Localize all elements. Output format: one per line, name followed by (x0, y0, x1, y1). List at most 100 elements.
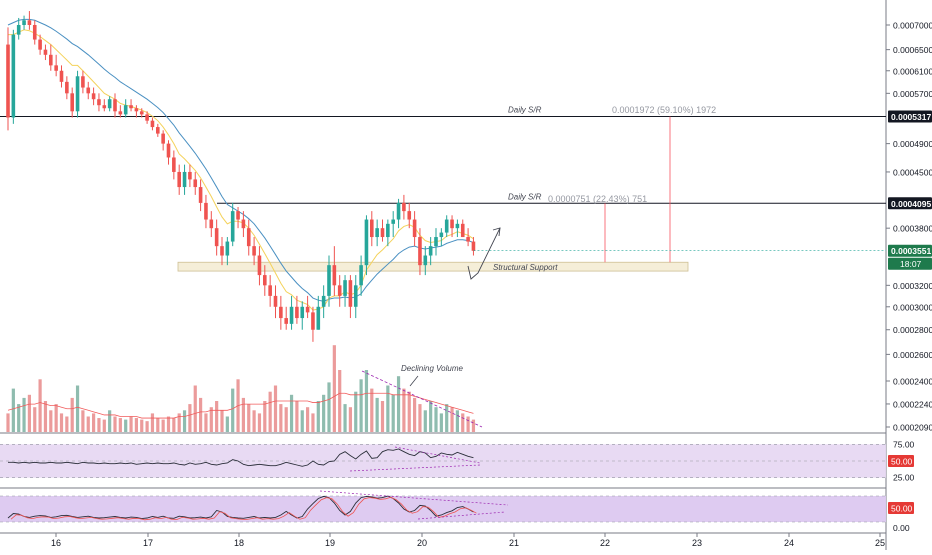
candle-body (91, 93, 96, 100)
candle-body (198, 187, 203, 203)
candle-body (161, 133, 165, 144)
candle-body (370, 219, 374, 238)
volume-bar (49, 410, 53, 432)
projection-path (467, 227, 501, 280)
volume-bar (289, 394, 294, 432)
stoch-d-line (10, 496, 477, 521)
daily-sr-label-upper: Daily S/R (508, 105, 542, 114)
structural-support-label: Structural Support (493, 263, 558, 272)
volume-bar (455, 410, 459, 432)
candle-body (230, 211, 235, 242)
candle-body (134, 108, 139, 112)
volume-bar (295, 401, 299, 432)
candle-body (289, 306, 294, 324)
candle-body (107, 99, 112, 109)
volume-bar (343, 404, 347, 432)
volume-bar (70, 397, 74, 432)
volume-bar (359, 379, 363, 432)
volume-bar (6, 413, 10, 432)
rsi-line (8, 448, 474, 467)
candle-body (49, 54, 53, 66)
candle-body (407, 211, 412, 220)
candle-body (16, 25, 21, 35)
volume-bar (327, 382, 331, 432)
volume-trendline (361, 370, 483, 428)
rsi-support-line (349, 464, 481, 472)
volume-bar (461, 413, 465, 432)
volume-bar (257, 413, 262, 432)
volume-bar (241, 397, 245, 432)
candle-body (418, 237, 422, 266)
price-badge-last: 0.0003551 (891, 246, 931, 256)
price-badge-upper-sr: 0.0005317 (891, 112, 931, 122)
volume-bar (145, 421, 149, 432)
volume-bar (450, 407, 454, 432)
price-tick-label: 0.0006500 (893, 45, 932, 55)
volume-bar (402, 388, 406, 432)
volume-bar (54, 404, 58, 432)
stoch-support-line (417, 511, 506, 520)
candle-body (402, 202, 406, 212)
candle-body (188, 171, 192, 180)
volume-bar (43, 401, 48, 432)
time-tick-label: 22 (600, 538, 610, 548)
volume-bar (396, 376, 401, 432)
candle-body (209, 219, 214, 229)
volume-bar (322, 394, 326, 432)
time-tick-label: 23 (692, 538, 702, 548)
candle-body (252, 246, 256, 256)
countdown-badge: 18:07 (900, 259, 922, 269)
price-tick-label: 0.0007000 (893, 21, 932, 31)
candle-body (375, 228, 379, 238)
candle-body (386, 223, 390, 238)
volume-bar (27, 394, 31, 432)
candle-body (327, 265, 331, 296)
volume-bar (231, 388, 235, 432)
volume-bar (471, 419, 476, 432)
candle-body (204, 202, 208, 220)
stoch-k-line (7, 495, 474, 520)
volume-bar (11, 388, 15, 432)
candle-body (236, 211, 240, 220)
volume-bar (439, 413, 443, 432)
candle-body (139, 111, 144, 115)
volume-bar (225, 416, 229, 432)
price-tick-label: 0.0002400 (893, 377, 932, 387)
candle-body (364, 219, 369, 266)
price-tick-label: 0.0005700 (893, 89, 932, 99)
price-badge-lower-sr-bg (888, 197, 932, 210)
candle-body (444, 219, 449, 233)
candle-body (225, 241, 230, 256)
volume-bar (300, 410, 304, 432)
candle-body (257, 255, 262, 276)
volume-bar (129, 416, 133, 432)
volume-bar (423, 410, 427, 432)
volume-bar (65, 416, 69, 432)
volume-bar (215, 401, 219, 432)
candle-body (412, 219, 417, 238)
price-tick-label: 0.0003800 (893, 224, 932, 234)
candle-body (75, 76, 80, 112)
candle-body (59, 70, 64, 82)
candle-body (311, 312, 315, 330)
volume-bar (279, 404, 283, 432)
volume-bar (445, 404, 449, 432)
volume-annotation-arrow (409, 375, 419, 387)
volume-bar (140, 419, 144, 432)
candle-body (321, 295, 326, 307)
price-tick-label: 0.0002800 (893, 325, 932, 335)
price-tick-label: 0.0002600 (893, 350, 932, 360)
price-badge-last-bg (888, 244, 932, 257)
candle-body (81, 76, 85, 88)
rsi-badge-bg (888, 455, 914, 467)
volume-bar (161, 419, 165, 432)
candle-body (300, 306, 305, 319)
candle-body (305, 306, 310, 313)
volume-bar (86, 416, 90, 432)
declining-volume-label: Declining Volume (401, 364, 464, 373)
volume-bar (418, 404, 422, 432)
time-tick-label: 18 (234, 538, 244, 548)
volume-bar (188, 404, 192, 432)
volume-bar (182, 410, 187, 432)
